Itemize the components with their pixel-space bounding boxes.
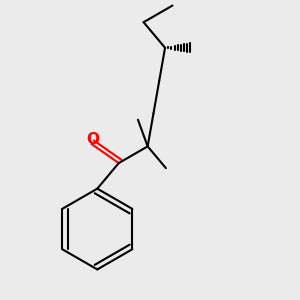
Text: O: O: [87, 132, 100, 147]
